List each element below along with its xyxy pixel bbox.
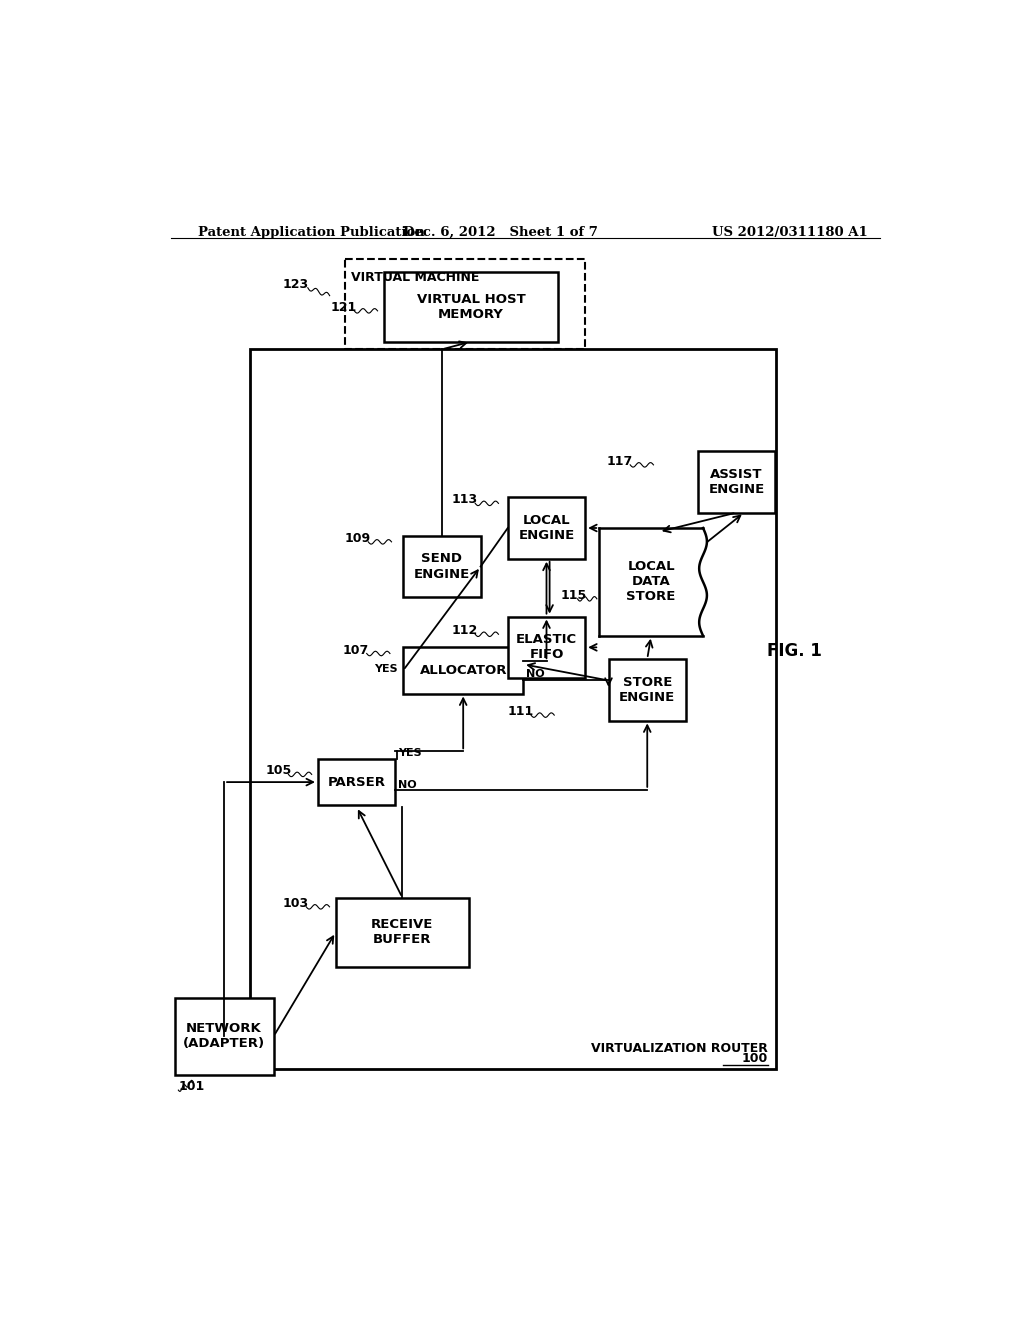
Bar (608, 659, 686, 721)
Text: PARSER: PARSER (328, 776, 386, 788)
Text: 117: 117 (607, 455, 633, 467)
Text: 107: 107 (343, 644, 369, 656)
Text: 112: 112 (452, 624, 478, 638)
Text: NETWORK
(ADAPTER): NETWORK (ADAPTER) (183, 1022, 265, 1051)
Text: ALLOCATOR: ALLOCATOR (420, 664, 507, 677)
Text: US 2012/0311180 A1: US 2012/0311180 A1 (713, 226, 868, 239)
Text: 115: 115 (560, 589, 587, 602)
Text: RECEIVE
BUFFER: RECEIVE BUFFER (371, 919, 433, 946)
Bar (403, 536, 480, 597)
Bar (336, 898, 469, 966)
Text: ASSIST
ENGINE: ASSIST ENGINE (709, 467, 765, 496)
Text: 123: 123 (283, 277, 309, 290)
Text: LOCAL
DATA
STORE: LOCAL DATA STORE (627, 561, 676, 603)
Bar (345, 259, 586, 350)
Bar (317, 759, 395, 805)
Bar (508, 616, 586, 678)
Text: 100: 100 (742, 1052, 768, 1065)
Bar (508, 498, 586, 558)
Text: 111: 111 (508, 705, 534, 718)
Text: YES: YES (398, 748, 422, 758)
Text: 105: 105 (265, 764, 292, 777)
Text: VIRTUAL HOST
MEMORY: VIRTUAL HOST MEMORY (417, 293, 525, 321)
Text: VIRTUALIZATION ROUTER: VIRTUALIZATION ROUTER (591, 1041, 768, 1055)
Text: 103: 103 (283, 896, 309, 909)
Text: Dec. 6, 2012   Sheet 1 of 7: Dec. 6, 2012 Sheet 1 of 7 (402, 226, 597, 239)
Text: LOCAL
ENGINE: LOCAL ENGINE (518, 513, 574, 543)
Text: 113: 113 (452, 494, 478, 507)
Bar (403, 647, 523, 693)
Text: YES: YES (374, 664, 397, 675)
Text: 121: 121 (331, 301, 357, 314)
Text: SEND
ENGINE: SEND ENGINE (414, 553, 470, 581)
Bar (384, 272, 558, 342)
Bar (251, 350, 776, 1069)
Text: NO: NO (525, 669, 544, 678)
Text: ELASTIC
FIFO: ELASTIC FIFO (516, 634, 578, 661)
Text: STORE
ENGINE: STORE ENGINE (620, 676, 676, 704)
Text: 101: 101 (178, 1080, 205, 1093)
Bar (174, 998, 273, 1074)
Text: FIG. 1: FIG. 1 (767, 643, 822, 660)
Text: 109: 109 (345, 532, 371, 545)
Text: VIRTUAL MACHINE: VIRTUAL MACHINE (351, 271, 479, 284)
Bar (697, 451, 775, 512)
Text: NO: NO (397, 780, 417, 791)
Text: Patent Application Publication: Patent Application Publication (198, 226, 425, 239)
